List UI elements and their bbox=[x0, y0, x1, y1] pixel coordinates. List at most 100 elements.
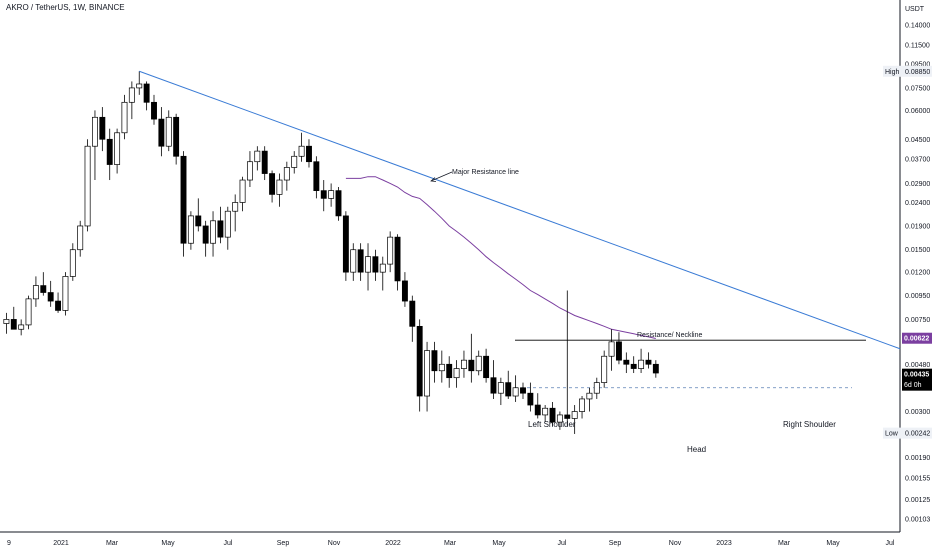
candle[interactable] bbox=[328, 183, 335, 207]
candle-body bbox=[151, 101, 157, 120]
major-resistance-line[interactable] bbox=[139, 70, 901, 350]
candle[interactable] bbox=[62, 272, 69, 316]
candle[interactable] bbox=[143, 81, 150, 111]
candle[interactable] bbox=[608, 329, 615, 371]
candle[interactable] bbox=[195, 198, 202, 232]
candle[interactable] bbox=[232, 194, 239, 232]
candle[interactable] bbox=[165, 110, 172, 152]
candle[interactable] bbox=[254, 146, 261, 171]
candle-body bbox=[276, 179, 283, 195]
candle[interactable] bbox=[461, 350, 467, 378]
y-tick-label: 0.01200 bbox=[905, 270, 930, 277]
candle-body bbox=[527, 392, 534, 406]
candle[interactable] bbox=[512, 375, 519, 402]
candle[interactable] bbox=[579, 396, 585, 419]
candle[interactable] bbox=[593, 377, 600, 399]
candle[interactable] bbox=[128, 81, 135, 120]
candle[interactable] bbox=[320, 180, 327, 212]
candle[interactable] bbox=[357, 243, 364, 281]
candle[interactable] bbox=[549, 401, 556, 426]
candle[interactable] bbox=[350, 243, 357, 281]
moving-average-line[interactable] bbox=[345, 176, 656, 339]
candle[interactable] bbox=[372, 249, 379, 281]
candle[interactable] bbox=[69, 243, 76, 281]
candle[interactable] bbox=[106, 128, 113, 181]
candle[interactable] bbox=[394, 234, 401, 291]
candle[interactable] bbox=[387, 231, 394, 273]
candle[interactable] bbox=[283, 161, 290, 191]
candle[interactable] bbox=[556, 411, 563, 430]
candle[interactable] bbox=[313, 156, 320, 199]
candle[interactable] bbox=[342, 211, 349, 281]
candle[interactable] bbox=[217, 206, 224, 244]
candle[interactable] bbox=[92, 110, 98, 181]
candle-body bbox=[475, 355, 482, 372]
candle[interactable] bbox=[534, 393, 541, 419]
candle[interactable] bbox=[121, 94, 128, 140]
candle[interactable] bbox=[571, 405, 578, 434]
candle[interactable] bbox=[453, 360, 460, 388]
candle[interactable] bbox=[55, 292, 62, 313]
candle[interactable] bbox=[483, 348, 490, 383]
candle[interactable] bbox=[601, 350, 608, 388]
candle-body bbox=[328, 190, 335, 199]
candle[interactable] bbox=[25, 295, 32, 330]
candle[interactable] bbox=[210, 211, 216, 257]
candle[interactable] bbox=[652, 360, 659, 378]
candle[interactable] bbox=[77, 220, 84, 257]
candle[interactable] bbox=[291, 151, 298, 174]
candle[interactable] bbox=[542, 405, 549, 423]
candle[interactable] bbox=[409, 295, 416, 342]
candle[interactable] bbox=[246, 151, 253, 187]
candle[interactable] bbox=[136, 71, 143, 95]
candle[interactable] bbox=[261, 146, 268, 181]
candle[interactable] bbox=[298, 132, 305, 162]
candle[interactable] bbox=[424, 341, 431, 412]
candle[interactable] bbox=[520, 382, 526, 399]
candle[interactable] bbox=[151, 94, 157, 125]
candle[interactable] bbox=[18, 319, 25, 336]
candle[interactable] bbox=[114, 128, 121, 174]
candle[interactable] bbox=[438, 350, 445, 383]
candle[interactable] bbox=[306, 139, 312, 168]
candle[interactable] bbox=[638, 348, 645, 374]
candle[interactable] bbox=[615, 332, 622, 365]
candle[interactable] bbox=[239, 176, 246, 212]
candle[interactable] bbox=[446, 356, 453, 388]
candle[interactable] bbox=[99, 107, 106, 152]
candle-body bbox=[32, 285, 39, 300]
candle[interactable] bbox=[490, 360, 497, 399]
candle[interactable] bbox=[401, 272, 408, 307]
candle[interactable] bbox=[431, 341, 438, 383]
candle[interactable] bbox=[224, 206, 231, 250]
candle[interactable] bbox=[623, 352, 630, 374]
candle[interactable] bbox=[269, 170, 276, 203]
candle[interactable] bbox=[335, 186, 342, 221]
candle[interactable] bbox=[586, 387, 593, 412]
candle[interactable] bbox=[158, 107, 165, 157]
candle[interactable] bbox=[475, 350, 482, 376]
candle[interactable] bbox=[202, 220, 209, 257]
candle[interactable] bbox=[187, 211, 194, 250]
candle[interactable] bbox=[47, 280, 54, 307]
candle[interactable] bbox=[468, 333, 475, 383]
candle[interactable] bbox=[379, 256, 386, 291]
candle[interactable] bbox=[32, 276, 39, 307]
candle[interactable] bbox=[527, 382, 534, 412]
candle[interactable] bbox=[505, 370, 512, 399]
candle[interactable] bbox=[173, 113, 180, 165]
candle[interactable] bbox=[416, 319, 423, 412]
candle[interactable] bbox=[40, 272, 47, 296]
candle[interactable] bbox=[3, 312, 10, 334]
candle[interactable] bbox=[276, 173, 283, 207]
candle[interactable] bbox=[10, 306, 17, 330]
candle-body bbox=[579, 398, 585, 412]
candle[interactable] bbox=[180, 151, 187, 257]
candle[interactable] bbox=[630, 356, 637, 374]
candle[interactable] bbox=[365, 243, 371, 291]
candle[interactable] bbox=[645, 352, 652, 369]
candle[interactable] bbox=[84, 139, 91, 232]
candle[interactable] bbox=[497, 377, 504, 406]
candle[interactable] bbox=[564, 290, 571, 426]
